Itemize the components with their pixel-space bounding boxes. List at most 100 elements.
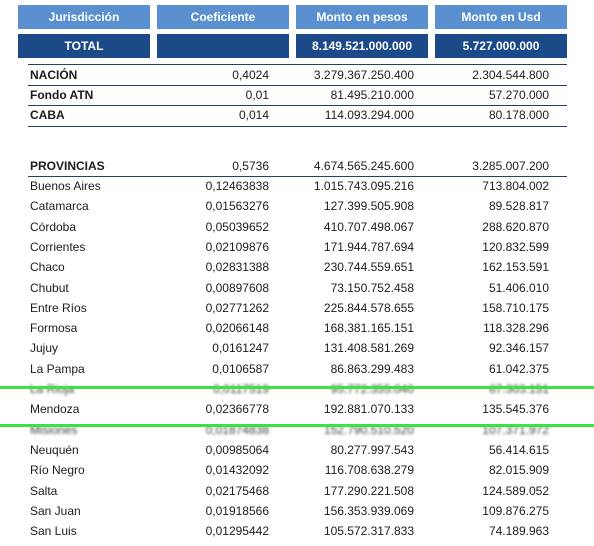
row-usd: 162.153.591 [482,260,549,275]
row-name: Río Negro [30,463,85,478]
row-pesos: 156.353.939.069 [323,503,414,518]
row-usd: 74.189.963 [488,524,549,539]
table-row: Jujuy 0,0161247 131.408.581.269 92.346.157 [28,338,567,358]
row-coef: 0,02109876 [205,239,269,254]
highlight-line-top [0,386,594,389]
row-pesos: 86.863.299.483 [330,361,414,376]
row-name: Córdoba [30,219,77,234]
row-name: La Rioja [30,382,75,396]
row-pesos: 177.290.221.508 [323,483,414,498]
row-name: Corrientes [30,239,86,254]
row-pesos: 80.277.997.543 [330,442,414,457]
table-row: La Pampa 0,0106587 86.863.299.483 61.042.37… [28,359,567,379]
row-coef: 0,02066148 [205,321,269,336]
row-usd: 82.015.909 [488,463,549,478]
row-coef: 0,01432092 [205,463,269,478]
row-usd: 135.545.376 [482,402,549,417]
row-name: Salta [30,483,58,498]
row-name: San Luis [30,524,77,539]
total-label: TOTAL [18,34,150,58]
row-usd: 89.528.817 [488,199,549,214]
divider [28,126,567,127]
row-pesos: 225.844.578.655 [323,300,414,315]
divider [28,64,567,65]
table-row: San Juan 0,01918566 156.353.939.069 109.876… [28,501,567,521]
row-pesos: 73.150.752.458 [330,280,414,295]
row-coef: 0,01 [245,88,269,102]
divider [28,105,567,106]
row-usd: 120.832.599 [482,239,549,254]
row-name: Formosa [30,321,78,336]
highlight-line-bottom [0,424,594,427]
row-usd: 288.620.870 [482,219,549,234]
table-row: Misiones 0,01874838 152.790.510.520 107.371… [28,420,567,440]
row-pesos: 127.399.505.908 [323,199,414,214]
header-jurisdiccion: Jurisdicción [18,5,150,29]
table-row-nacion: NACIÓN 0,4024 3.279.367.250.400 2.304.54… [28,65,567,85]
table-row: La Rioja 0,0117519 95.772.355.040 67.303.15… [28,379,567,399]
row-coef: 0,00985064 [205,442,269,457]
row-usd: 3.285.007.200 [472,159,549,173]
row-coef: 0,02831388 [205,260,269,275]
row-name: San Juan [30,503,81,518]
row-coef: 0,12463838 [205,179,269,193]
row-name: Mendoza [30,402,80,417]
table-row-provincias: PROVINCIAS 0,5736 4.674.565.245.600 3.28… [28,156,567,176]
table-row: Buenos Aires 0,12463838 1.015.743.095.216 7… [28,176,567,196]
row-pesos: 95.772.355.040 [330,382,414,396]
row-name: La Pampa [30,361,85,376]
row-usd: 2.304.544.800 [472,68,549,82]
table-row: Río Negro 0,01432092 116.708.638.279 82.015… [28,460,567,480]
row-pesos: 168.381.165.151 [323,321,414,336]
row-usd: 57.270.000 [488,88,549,102]
row-pesos: 192.881.070.133 [323,402,414,417]
row-coef: 0,4024 [232,68,269,82]
row-coef: 0,0106587 [212,361,269,376]
row-usd: 158.710.175 [482,300,549,315]
row-name: Chaco [30,260,65,275]
row-name: Entre Ríos [30,300,87,315]
row-pesos: 3.279.367.250.400 [313,68,414,82]
row-coef: 0,02175468 [205,483,269,498]
row-pesos: 131.408.581.269 [323,341,414,356]
row-name: Buenos Aires [30,179,101,193]
row-pesos: 410.707.498.067 [323,219,414,234]
table-row: Entre Ríos 0,02771262 225.844.578.655 158.7… [28,298,567,318]
table-row: Formosa 0,02066148 168.381.165.151 118.328.… [28,318,567,338]
header-monto-pesos: Monto en pesos [296,5,428,29]
row-usd: 118.328.296 [483,321,549,336]
row-usd: 124.589.052 [482,483,549,498]
row-usd: 56.414.615 [488,442,549,457]
row-coef: 0,00897608 [205,280,269,295]
table-row: Salta 0,02175468 177.290.221.508 124.589.05… [28,481,567,501]
row-name: CABA [30,108,65,122]
row-pesos: 81.495.210.000 [330,88,414,102]
row-pesos: 4.674.565.245.600 [313,159,414,173]
divider [28,176,567,177]
row-coef: 0,01563276 [205,199,269,214]
row-coef: 0,014 [238,108,269,122]
table-row: Catamarca 0,01563276 127.399.505.908 89.528… [28,196,567,216]
divider [28,85,567,86]
row-usd: 109.876.275 [482,503,549,518]
table-row-fondo-atn: Fondo ATN 0,01 81.495.210.000 57.270.000 [28,85,567,105]
row-pesos: 105.572.317.833 [323,524,414,539]
table-row-caba: CABA 0,014 114.093.294.000 80.178.000 [28,105,567,125]
row-name: NACIÓN [30,68,78,82]
row-pesos: 171.944.787.694 [323,239,414,254]
total-coef [157,34,289,58]
table-row: San Luis 0,01295442 105.572.317.833 74.189.… [28,521,567,541]
row-usd: 67.303.151 [488,382,549,396]
row-usd: 61.042.375 [488,361,549,376]
table-row: Córdoba 0,05039652 410.707.498.067 288.620.… [28,217,567,237]
row-coef: 0,01295442 [205,524,269,539]
row-coef: 0,01918566 [205,503,269,518]
row-pesos: 114.093.294.000 [324,108,414,122]
row-name: PROVINCIAS [30,159,105,173]
total-usd: 5.727.000.000 [435,34,567,58]
table-row: Mendoza 0,02366778 192.881.070.133 135.545.… [28,399,567,419]
row-name: Catamarca [30,199,89,214]
header-coeficiente: Coeficiente [157,5,289,29]
row-usd: 92.346.157 [488,341,549,356]
row-coef: 0,05039652 [205,219,269,234]
